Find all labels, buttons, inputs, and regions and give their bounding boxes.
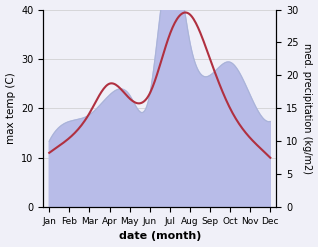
Y-axis label: max temp (C): max temp (C)	[5, 72, 16, 144]
X-axis label: date (month): date (month)	[119, 231, 201, 242]
Y-axis label: med. precipitation (kg/m2): med. precipitation (kg/m2)	[302, 43, 313, 174]
